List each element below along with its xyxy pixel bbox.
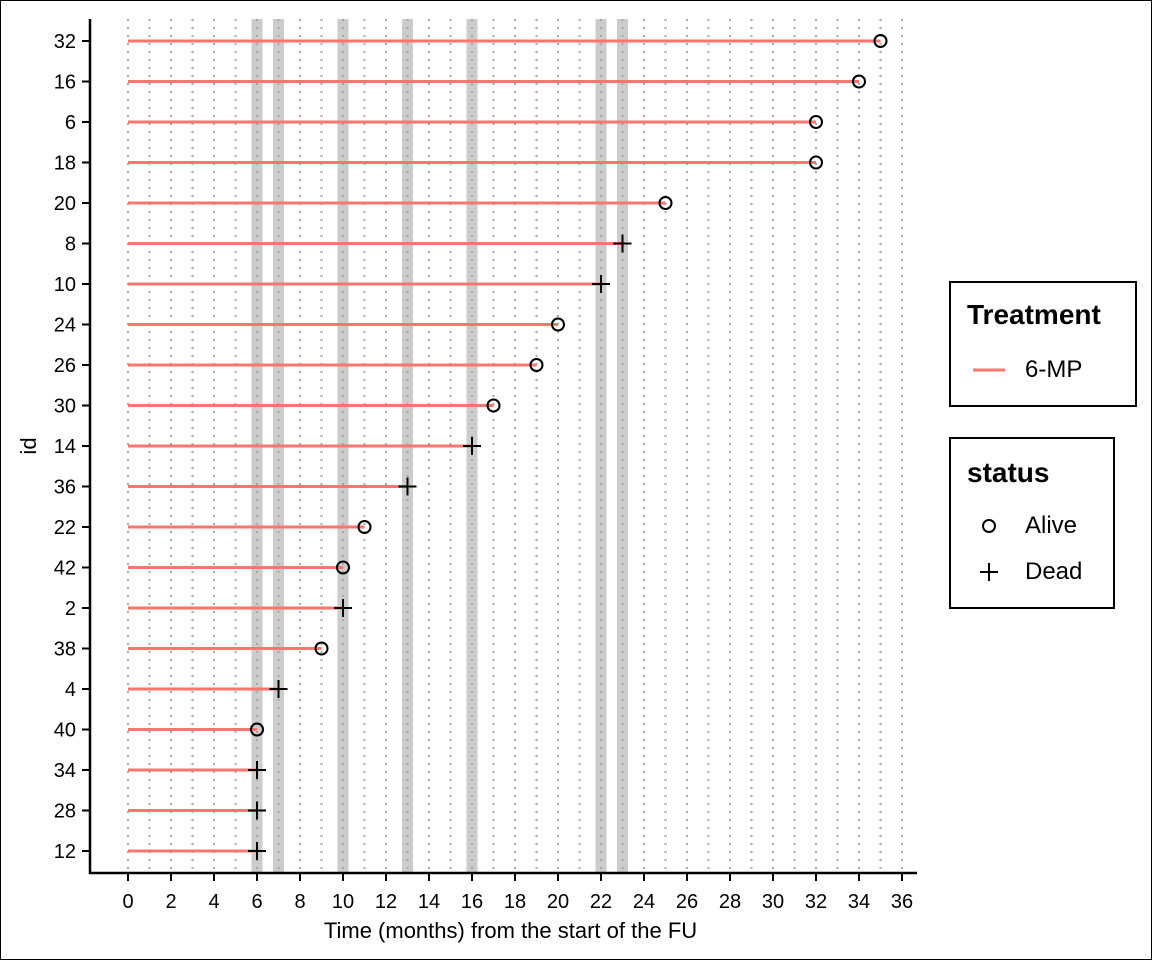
legend-item-alive: Alive	[967, 511, 1077, 541]
y-tick-label: 38	[54, 639, 76, 661]
x-tick-label: 4	[208, 891, 219, 913]
alive-marker	[486, 398, 501, 413]
y-tick-label: 12	[54, 841, 76, 863]
x-tick-label: 6	[251, 891, 262, 913]
y-tick-label: 40	[54, 720, 76, 742]
patient-lanes	[128, 34, 888, 860]
alive-marker	[250, 722, 264, 737]
y-tick-label: 24	[54, 315, 76, 337]
dead-marker	[334, 599, 352, 617]
y-tick-label: 22	[54, 517, 76, 539]
legend-label-alive: Alive	[1025, 512, 1078, 539]
x-tick-label: 20	[547, 891, 569, 913]
dead-marker	[248, 801, 266, 820]
y-tick-label: 34	[54, 760, 76, 782]
alive-marker	[551, 317, 565, 332]
x-tick-label: 34	[848, 891, 870, 913]
x-tick-label: 10	[332, 891, 354, 913]
x-tick-label: 36	[891, 891, 913, 913]
y-tick-label: 30	[54, 396, 76, 418]
x-axis-ticks: 0 2 4 6 8 10 12 14 16 18 20 22 24 26 28 30 32 34 36	[122, 873, 913, 913]
legend-label-dead: Dead	[1025, 558, 1083, 585]
y-tick-label: 20	[54, 193, 76, 215]
x-axis-title: Time (months) from the start of the FU	[324, 918, 697, 943]
x-tick-label: 18	[504, 891, 526, 913]
dead-marker	[269, 680, 288, 698]
y-tick-label: 28	[54, 801, 76, 823]
alive-marker	[809, 155, 823, 170]
dead-marker	[248, 842, 266, 860]
x-tick-label: 30	[762, 891, 784, 913]
highlight-band	[617, 19, 628, 873]
dead-marker	[463, 437, 481, 455]
x-tick-label: 22	[590, 891, 612, 913]
legend-treatment: Treatment 6-MP	[949, 281, 1137, 407]
y-axis-ticks: 32 16 6 18 20 8 10 24 26 30 14 36 22 42 2 38 4 40 34 28 12	[54, 31, 90, 863]
dead-marker	[248, 761, 266, 779]
y-tick-label: 8	[65, 234, 76, 256]
y-tick-label: 14	[54, 436, 76, 458]
y-tick-label: 10	[54, 274, 76, 296]
y-tick-label: 42	[54, 558, 76, 580]
legend-status-title: status	[967, 457, 1050, 488]
x-tick-label: 8	[294, 891, 305, 913]
legend-item-6mp: 6-MP	[967, 355, 1082, 385]
alive-marker	[873, 34, 888, 48]
dead-marker	[613, 234, 632, 253]
y-axis-title: id	[16, 437, 41, 454]
y-tick-label: 36	[54, 477, 76, 499]
legend-label-6mp: 6-MP	[1025, 356, 1083, 383]
x-tick-label: 12	[375, 891, 397, 913]
y-tick-label: 32	[54, 31, 76, 53]
alive-marker	[852, 74, 866, 89]
x-tick-label: 14	[418, 891, 440, 913]
legend-item-dead: Dead	[967, 557, 1082, 587]
alive-marker	[314, 641, 329, 656]
y-tick-label: 2	[65, 598, 76, 620]
x-tick-label: 2	[165, 891, 176, 913]
highlight-band	[595, 19, 607, 873]
alive-marker	[357, 520, 372, 534]
circle-icon	[967, 511, 1011, 541]
dead-marker	[398, 477, 417, 496]
y-tick-label: 26	[54, 355, 76, 377]
y-tick-label: 4	[65, 679, 76, 701]
legend-treatment-title: Treatment	[967, 299, 1101, 330]
y-tick-label: 16	[54, 72, 76, 94]
line-swatch-icon	[967, 355, 1011, 385]
alive-marker	[529, 358, 544, 372]
x-tick-label: 32	[805, 891, 827, 913]
legend-status: status Alive Dead	[949, 437, 1115, 609]
x-tick-label: 28	[719, 891, 741, 913]
plus-icon	[967, 557, 1011, 587]
y-tick-label: 18	[54, 153, 76, 175]
x-tick-label: 24	[633, 891, 655, 913]
alive-marker	[658, 196, 673, 210]
x-tick-label: 26	[676, 891, 698, 913]
alive-marker	[809, 115, 823, 129]
x-tick-label: 16	[461, 891, 483, 913]
y-tick-label: 6	[65, 112, 76, 134]
alive-marker	[336, 560, 350, 575]
dead-marker	[592, 275, 610, 293]
x-tick-label: 0	[122, 891, 133, 913]
